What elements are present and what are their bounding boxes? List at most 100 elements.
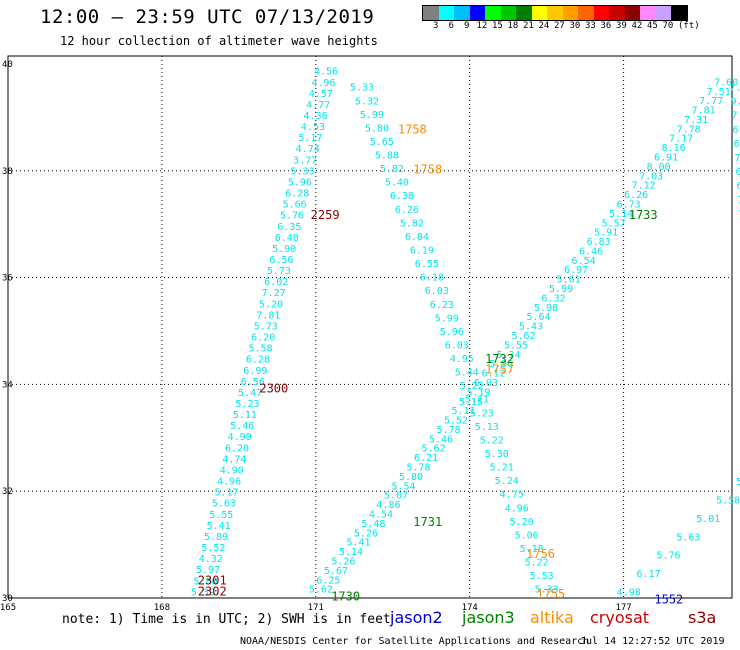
pass-time-label: 1755 [536, 587, 565, 601]
wave-height-value: 5.41 [346, 538, 370, 549]
legend-swatch [640, 6, 656, 20]
latitude-label: 32 [2, 487, 13, 497]
latitude-label: 30 [2, 594, 13, 604]
wave-height-value: 5.33 [350, 83, 374, 94]
wave-height-value: 6.02 [264, 277, 288, 288]
footer-credit: NOAA/NESDIS Center for Satellite Applica… [240, 636, 590, 647]
wave-height-value: 7.78 [677, 124, 701, 135]
wave-height-value: 5.52 [736, 477, 740, 488]
wave-height-value: 5.99 [549, 284, 573, 295]
latitude-label: 34 [2, 380, 13, 390]
wave-height-value: 5.64 [527, 312, 551, 323]
wave-height-value: 7.59 [730, 83, 740, 94]
wave-height-value: 5.96 [489, 359, 513, 370]
longitude-label: 177 [615, 603, 631, 613]
wave-height-value: 5.32 [355, 96, 379, 107]
wave-height-value: 6.03 [445, 340, 469, 351]
wave-height-value: 7.00 [739, 209, 740, 220]
wave-height-value: 5.62 [512, 331, 536, 342]
legend-swatch [578, 6, 594, 20]
wave-height-value: 5.26 [331, 556, 355, 567]
pass-time-label: 1731 [413, 515, 442, 529]
footer-timestamp: Jul 14 12:27:52 UTC 2019 [580, 636, 725, 647]
wave-height-value: 5.20 [510, 517, 534, 528]
legend-swatch [593, 6, 609, 20]
wave-height-value: 5.91 [594, 228, 618, 239]
page-subtitle: 12 hour collection of altimeter wave hei… [60, 34, 378, 48]
wave-height-value: 6.20 [225, 443, 249, 454]
wave-height-value: 6.56 [269, 255, 293, 266]
legend-swatch [624, 6, 640, 20]
wave-height-value: 5.22 [480, 435, 504, 446]
wave-height-value: 8.00 [647, 162, 671, 173]
wave-height-value: 5.58 [249, 344, 273, 355]
legend-s3a: s3a [688, 608, 717, 627]
wave-height-value: 6.35 [277, 222, 301, 233]
wave-height-value: 5.57 [602, 218, 626, 229]
wave-height-value: 7.27 [262, 288, 286, 299]
wave-height-value: 4.75 [500, 490, 524, 501]
wave-height-value: 6.48 [275, 233, 299, 244]
wave-height-value: 7.12 [632, 181, 656, 192]
wave-height-value: 6.82 [733, 125, 740, 136]
wave-height-value: 7.03 [639, 171, 663, 182]
wave-height-value: 5.06 [515, 530, 539, 541]
legend-swatch [609, 6, 625, 20]
map-frame [7, 55, 733, 599]
wave-height-value: 5.96 [440, 327, 464, 338]
pass-time-label: 1758 [413, 162, 442, 176]
wave-height-value: 6.84 [405, 232, 429, 243]
wave-height-value: 6.83 [587, 237, 611, 248]
wave-height-value: 4.95 [450, 354, 474, 365]
wave-height-value: 5.54 [391, 481, 415, 492]
legend-swatch [438, 6, 454, 20]
legend-tick-label: 18 [507, 21, 519, 31]
wave-height-value: 7.35 [738, 195, 740, 206]
wave-height-value: 5.55 [504, 340, 528, 351]
wave-height-value: 6.26 [395, 205, 419, 216]
pass-time-label: 1733 [629, 208, 658, 222]
wave-height-value: 5.82 [380, 164, 404, 175]
legend-swatch [531, 6, 547, 20]
wave-height-value: 4.57 [309, 89, 333, 100]
legend-tick-label: 45 [647, 21, 658, 31]
legend-jason3: jason3 [462, 608, 515, 627]
legend-tick-label: 27 [554, 21, 565, 31]
note-text: note: 1) Time is in UTC; 2) SWH is in fe… [62, 612, 391, 627]
wave-height-value: 6.03 [474, 378, 498, 389]
wave-height-value: 4.90 [220, 465, 244, 476]
wave-height-value: 5.23 [470, 408, 494, 419]
wave-height-value: 7.54 [735, 153, 740, 164]
legend-swatch [562, 6, 578, 20]
legend-tick-label: 33 [585, 21, 596, 31]
wave-height-value: 5.11 [233, 410, 257, 421]
legend-swatch [423, 6, 439, 20]
wave-height-value: 5.07 [384, 491, 408, 502]
wave-height-value: 7.60 [714, 77, 738, 88]
swh-color-legend [422, 5, 688, 21]
wave-height-value: 7.17 [669, 134, 693, 145]
wave-height-value: 4.53 [301, 122, 325, 133]
wave-height-value: 5.80 [365, 123, 389, 134]
wave-height-value: 6.91 [654, 153, 678, 164]
wave-height-value: 4.86 [376, 500, 400, 511]
pass-time-label: 2301 [198, 574, 227, 588]
wave-height-value: 6.73 [736, 167, 740, 178]
legend-swatch [671, 6, 687, 20]
legend-tick-label: 15 [492, 21, 503, 31]
legend-tick-label: 30 [569, 21, 581, 31]
wave-height-value: 5.21 [465, 395, 489, 406]
wave-height-value: 6.03 [425, 286, 449, 297]
wave-height-value: 5.39 [191, 587, 215, 598]
wave-height-value: 5.52 [444, 416, 468, 427]
wave-height-value: 6.26 [624, 190, 648, 201]
wave-height-value: 5.53 [530, 571, 554, 582]
wave-height-value: 5.52 [201, 543, 225, 554]
legend-tick-label: 42 [631, 21, 643, 31]
wave-height-value: 5.14 [609, 209, 633, 220]
wave-height-value: 5.47 [238, 388, 262, 399]
wave-height-value: 5.78 [436, 425, 460, 436]
wave-height-value: 5.61 [557, 275, 581, 286]
wave-height-value: 5.43 [519, 322, 543, 333]
